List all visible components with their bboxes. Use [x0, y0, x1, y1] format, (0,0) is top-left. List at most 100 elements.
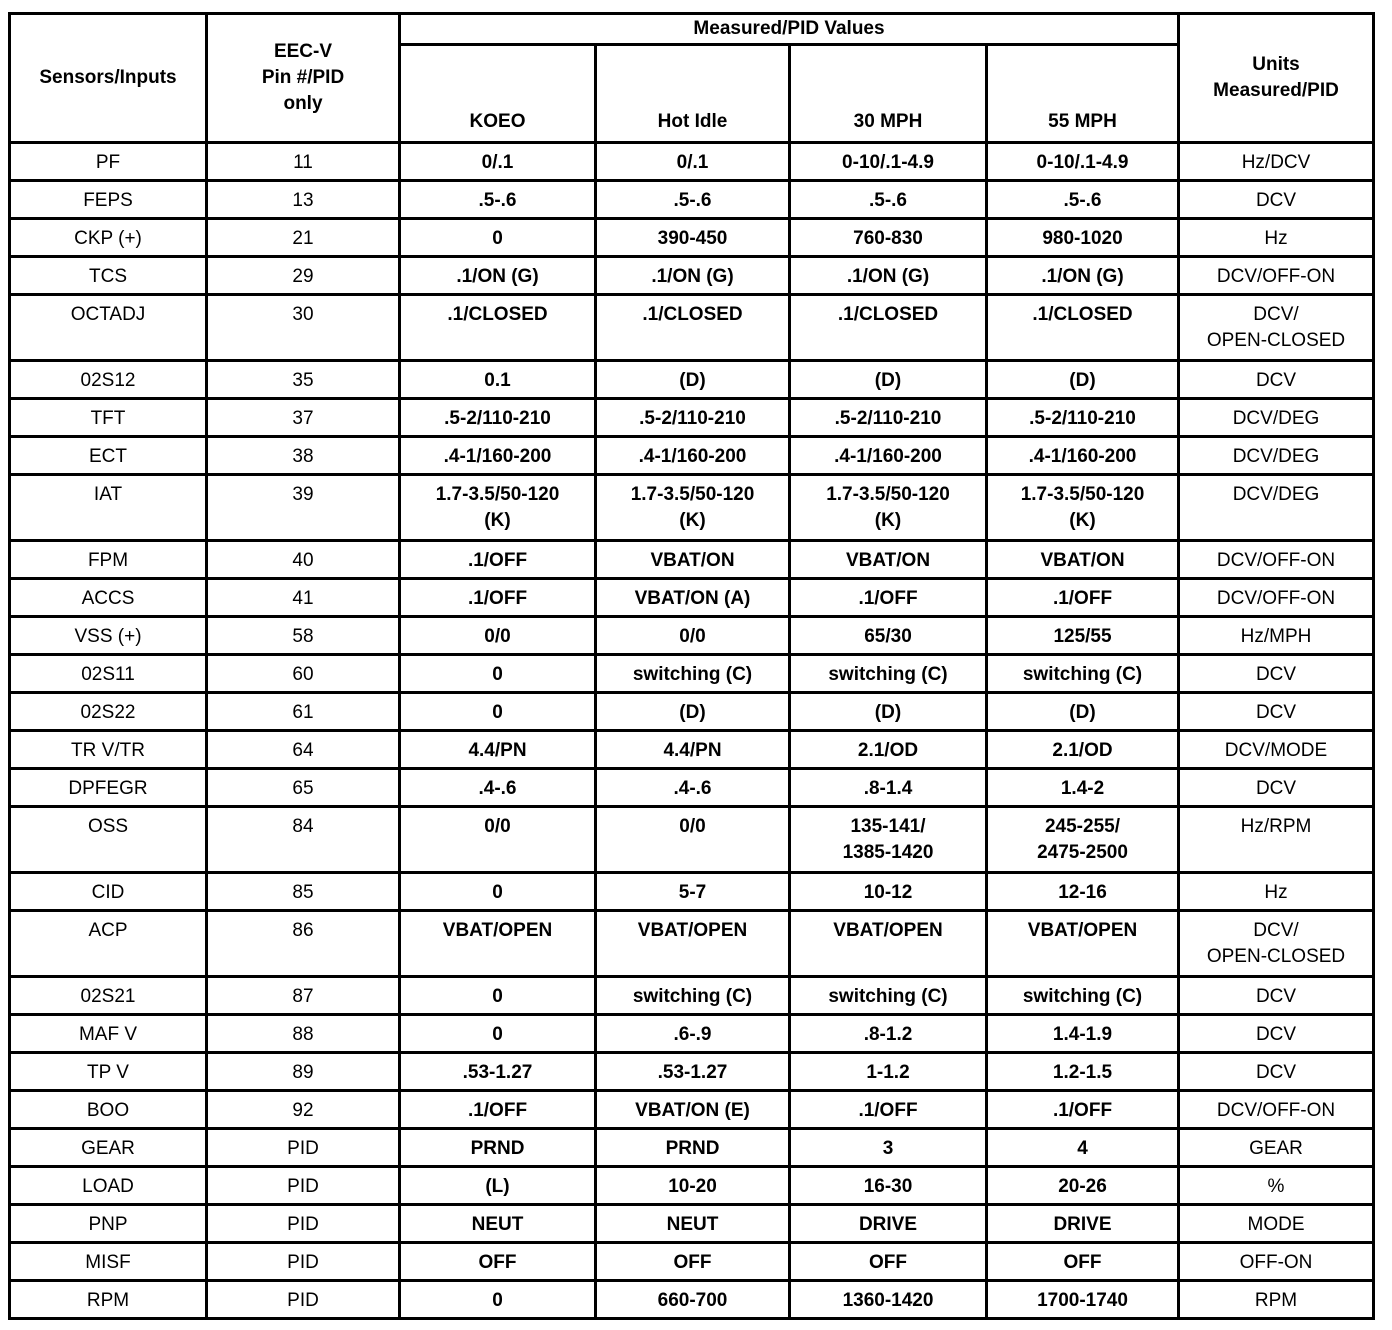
- pin-cell: 65: [205, 767, 401, 808]
- pin-cell: 60: [205, 653, 401, 694]
- units-cell: GEAR: [1177, 1127, 1375, 1168]
- koeo-cell: 0: [398, 1013, 597, 1054]
- header-pin-line: Pin #/PID: [261, 67, 345, 88]
- 55mph-cell: 0-10/.1-4.9: [985, 141, 1180, 182]
- pin-cell: 39: [205, 473, 401, 542]
- koeo-cell: 1.7-3.5/50-120 (K): [398, 473, 597, 542]
- 30mph-cell: 3: [788, 1127, 988, 1168]
- sensor-cell: VSS (+): [8, 615, 208, 656]
- hot-idle-cell: 0/0: [594, 805, 791, 874]
- units-cell: DCV: [1177, 179, 1375, 220]
- hot-idle-cell: NEUT: [594, 1203, 791, 1244]
- hot-idle-cell: .6-.9: [594, 1013, 791, 1054]
- units-cell: DCV/OFF-ON: [1177, 1089, 1375, 1130]
- 55mph-cell: 4: [985, 1127, 1180, 1168]
- sensor-cell: FEPS: [8, 179, 208, 220]
- table-row: TP V 89.53-1.27.53-1.27 1-1.2 1.2-1.5 DCV: [8, 1051, 1375, 1092]
- hot-idle-cell: OFF: [594, 1241, 791, 1282]
- pin-cell: 64: [205, 729, 401, 770]
- pin-cell: PID: [205, 1203, 401, 1244]
- pin-cell: 92: [205, 1089, 401, 1130]
- koeo-cell: 0: [398, 871, 597, 912]
- koeo-cell: .1/OFF: [398, 577, 597, 618]
- table-row: FEPS 13.5-.6.5-.6.5-.6.5-.6 DCV: [8, 179, 1375, 220]
- 55mph-cell: .1/OFF: [985, 1089, 1180, 1130]
- units-cell: RPM: [1177, 1279, 1375, 1320]
- koeo-cell: 0/0: [398, 805, 597, 874]
- 30mph-cell: .8-1.4: [788, 767, 988, 808]
- header-pin-line: only: [283, 93, 323, 114]
- units-cell: Hz/MPH: [1177, 615, 1375, 656]
- pin-cell: 30: [205, 293, 401, 362]
- sensor-cell: TCS: [8, 255, 208, 296]
- koeo-cell: .1/OFF: [398, 1089, 597, 1130]
- sensor-cell: GEAR: [8, 1127, 208, 1168]
- 30mph-cell: .4-1/160-200: [788, 435, 988, 476]
- koeo-cell: 0: [398, 975, 597, 1016]
- koeo-cell: 0.1: [398, 359, 597, 400]
- 55mph-cell: .1/ON (G): [985, 255, 1180, 296]
- 30mph-cell: 135-141/ 1385-1420: [788, 805, 988, 874]
- header-30mph: 30 MPH: [788, 43, 988, 144]
- koeo-cell: 0: [398, 653, 597, 694]
- sensor-cell: MAF V: [8, 1013, 208, 1054]
- koeo-cell: .5-.6: [398, 179, 597, 220]
- 55mph-cell: DRIVE: [985, 1203, 1180, 1244]
- sensor-cell: BOO: [8, 1089, 208, 1130]
- hot-idle-cell: VBAT/ON (E): [594, 1089, 791, 1130]
- header-pin-line: EEC-V: [273, 41, 333, 62]
- units-cell: DCV: [1177, 975, 1375, 1016]
- 30mph-cell: switching (C): [788, 975, 988, 1016]
- hot-idle-cell: .53-1.27: [594, 1051, 791, 1092]
- pin-cell: 41: [205, 577, 401, 618]
- header-koeo: KOEO: [398, 43, 597, 144]
- sensor-cell: PF: [8, 141, 208, 182]
- 30mph-cell: .1/CLOSED: [788, 293, 988, 362]
- koeo-cell: 0: [398, 691, 597, 732]
- koeo-cell: 4.4/PN: [398, 729, 597, 770]
- sensor-cell: IAT: [8, 473, 208, 542]
- koeo-cell: 0/.1: [398, 141, 597, 182]
- 55mph-cell: 245-255/ 2475-2500: [985, 805, 1180, 874]
- koeo-cell: (L): [398, 1165, 597, 1206]
- hot-idle-cell: (D): [594, 359, 791, 400]
- 30mph-cell: 0-10/.1-4.9: [788, 141, 988, 182]
- koeo-cell: 0: [398, 1279, 597, 1320]
- sensor-cell: 02S22: [8, 691, 208, 732]
- units-cell: DCV/ OPEN-CLOSED: [1177, 909, 1375, 978]
- 30mph-cell: 760-830: [788, 217, 988, 258]
- 55mph-cell: switching (C): [985, 653, 1180, 694]
- 55mph-cell: VBAT/ON: [985, 539, 1180, 580]
- pin-cell: 58: [205, 615, 401, 656]
- units-cell: DCV/MODE: [1177, 729, 1375, 770]
- table-row: MAF V 88 0.6-.9.8-1.2 1.4-1.9 DCV: [8, 1013, 1375, 1054]
- 55mph-cell: 1700-1740: [985, 1279, 1180, 1320]
- header-units: Units Measured/PID: [1177, 12, 1375, 144]
- units-cell: DCV/OFF-ON: [1177, 255, 1375, 296]
- table-row: PF 11 0/.1 0/.1 0-10/.1-4.9 0-10/.1-4.9 Hz/DCV: [8, 141, 1375, 182]
- koeo-cell: .4-.6: [398, 767, 597, 808]
- table-row: BOO 92.1/OFF VBAT/ON (E) .1/OFF .1/OFF DCV/OF…: [8, 1089, 1375, 1130]
- sensor-cell: CID: [8, 871, 208, 912]
- hot-idle-cell: switching (C): [594, 975, 791, 1016]
- hot-idle-cell: .1/CLOSED: [594, 293, 791, 362]
- sensor-cell: TR V/TR: [8, 729, 208, 770]
- header-units-line: Units: [1252, 54, 1300, 75]
- sensor-cell: TP V: [8, 1051, 208, 1092]
- hot-idle-cell: 4.4/PN: [594, 729, 791, 770]
- 55mph-cell: (D): [985, 359, 1180, 400]
- units-cell: DCV/OFF-ON: [1177, 539, 1375, 580]
- table-row: 02S11 60 0 switching (C) switching (C) switch…: [8, 653, 1375, 694]
- 55mph-cell: 1.4-1.9: [985, 1013, 1180, 1054]
- 30mph-cell: 1.7-3.5/50-120 (K): [788, 473, 988, 542]
- units-cell: DCV: [1177, 1051, 1375, 1092]
- 55mph-cell: switching (C): [985, 975, 1180, 1016]
- 30mph-cell: DRIVE: [788, 1203, 988, 1244]
- pin-cell: 87: [205, 975, 401, 1016]
- table-row: GEAR PID PRND PRND 3 4 GEAR: [8, 1127, 1375, 1168]
- 30mph-cell: 1360-1420: [788, 1279, 988, 1320]
- 55mph-cell: 12-16: [985, 871, 1180, 912]
- sensor-cell: ECT: [8, 435, 208, 476]
- sensor-cell: 02S21: [8, 975, 208, 1016]
- koeo-cell: 0: [398, 217, 597, 258]
